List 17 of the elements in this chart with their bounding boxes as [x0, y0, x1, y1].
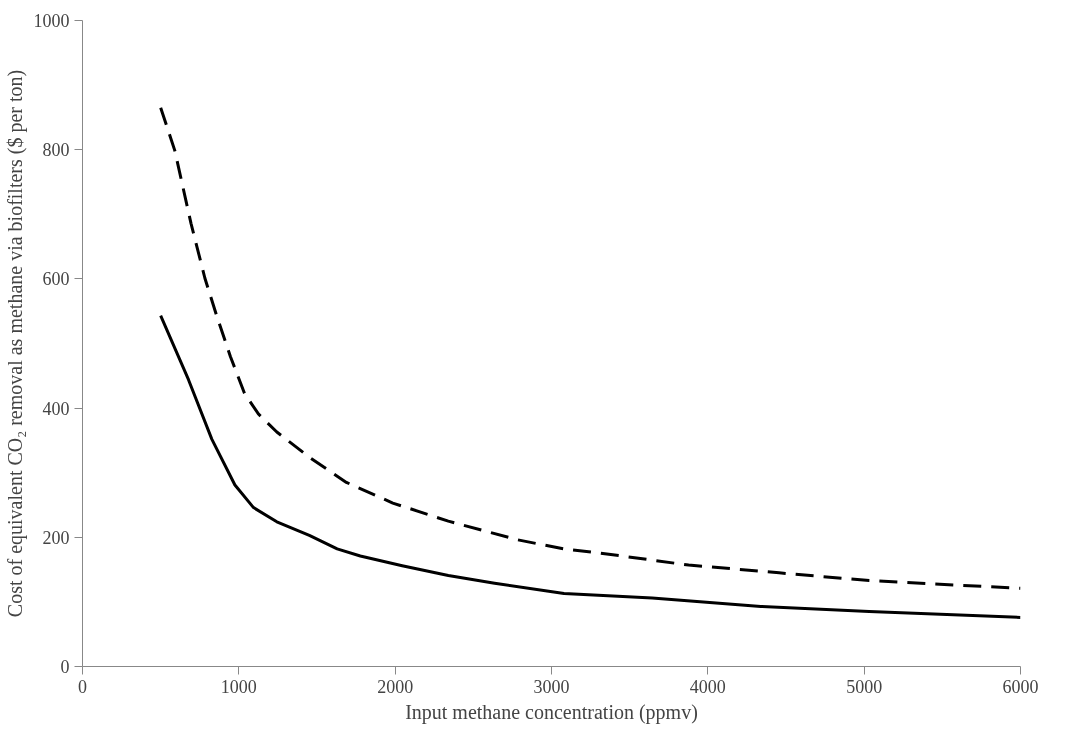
x-axis-title: Input methane concentration (ppmv) — [405, 700, 698, 724]
y-tick-label: 800 — [42, 140, 70, 161]
y-tick-label: 200 — [42, 527, 70, 548]
x-tick-label: 6000 — [1002, 676, 1039, 697]
line-series — [159, 106, 1021, 590]
y-tick-label: 600 — [42, 269, 70, 290]
x-tick-label: 5000 — [846, 676, 883, 697]
x-tick-label: 4000 — [689, 676, 726, 697]
y-tick-label: 0 — [60, 657, 70, 677]
line-series — [159, 314, 1021, 619]
y-tick-label: 1000 — [33, 11, 70, 31]
x-tick-label: 1000 — [220, 676, 257, 697]
y-tick-label: 400 — [42, 398, 70, 419]
x-tick-label: 3000 — [533, 676, 570, 697]
y-axis-title: Cost of equivalent CO₂ removal as methane via biofilters ($ per ton) — [3, 69, 27, 618]
x-tick-label: 2000 — [377, 676, 414, 697]
x-tick-label: 0 — [78, 676, 87, 697]
